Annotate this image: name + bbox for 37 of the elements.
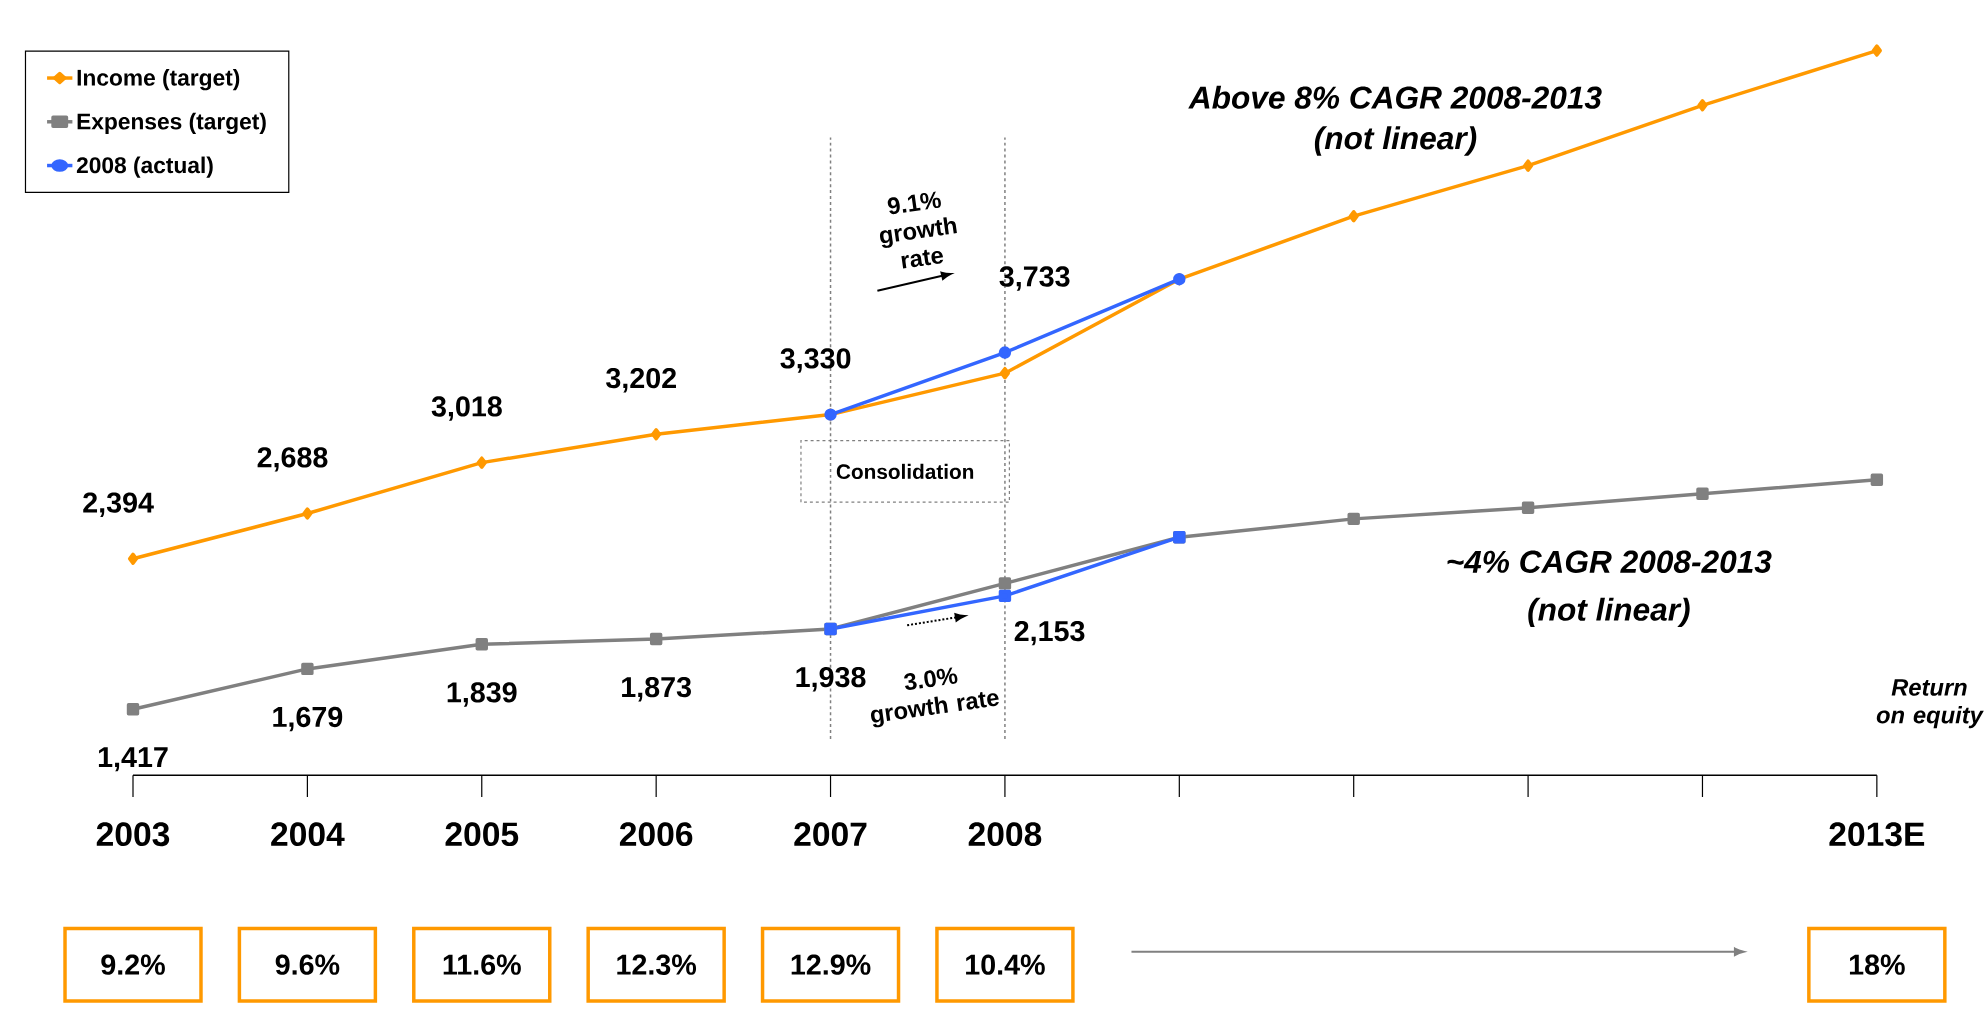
text: 18% — [1849, 954, 1905, 975]
data-label: 2,688 — [257, 447, 328, 472]
annotation: 3.0% growth rate — [871, 667, 999, 728]
x-tick-label: 2006 — [619, 822, 693, 846]
x-tick-label: 2003 — [96, 822, 170, 847]
x-tick-label: 2007 — [794, 822, 867, 846]
text: 9.2% — [101, 954, 165, 975]
annotation: 9.1% growth rate — [880, 191, 957, 269]
data-label: 3,733 — [999, 266, 1070, 291]
annotation: Return on equity — [1876, 679, 1984, 729]
annotation: Above 8% CAGR 2008-2013 — [1188, 85, 1602, 109]
text: 12.9% — [791, 954, 871, 975]
data-label: 3,202 — [606, 367, 676, 393]
x-tick-label: 2005 — [445, 822, 519, 846]
data-label: 1,873 — [622, 676, 691, 702]
data-label: 1,417 — [98, 747, 168, 772]
x-tick-label: 2013E — [1829, 822, 1925, 847]
data-label: 3,330 — [780, 348, 851, 373]
text: 10.4% — [966, 954, 1045, 975]
text: 11.6% — [443, 954, 521, 975]
annotation: ~4% CAGR 2008-2013 — [1447, 550, 1772, 573]
x-tick-label: 2004 — [271, 822, 345, 846]
legend-label: Income (target) — [77, 68, 240, 91]
data-label: 1,679 — [273, 706, 343, 732]
annotation: (not linear) — [1528, 597, 1690, 627]
annotation: Consolidation — [836, 463, 974, 479]
annotation: (not linear) — [1314, 126, 1477, 156]
data-label: 1,938 — [796, 666, 866, 692]
legend-label: 2008 (actual) — [76, 156, 213, 178]
data-label: 3,018 — [431, 396, 502, 421]
text: 12.3% — [617, 954, 697, 975]
legend-label: Expenses (target) — [77, 112, 266, 134]
data-label: 1,839 — [447, 682, 517, 707]
text: 9.6% — [275, 954, 340, 975]
data-label: 2,153 — [1014, 620, 1085, 646]
data-label: 2,394 — [83, 492, 154, 517]
x-tick-label: 2008 — [968, 822, 1042, 846]
